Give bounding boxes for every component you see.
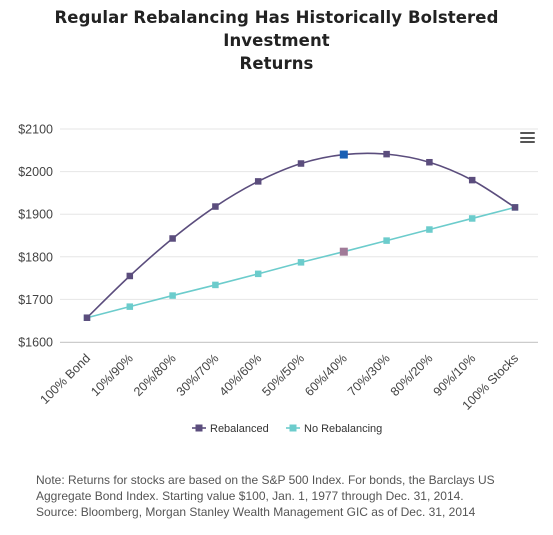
- legend-item-rebalanced[interactable]: Rebalanced: [210, 423, 269, 435]
- legend-marker-rebalanced: [195, 424, 203, 432]
- y-tick-label: $2100: [18, 123, 53, 137]
- legend: Rebalanced No Rebalancing: [192, 423, 382, 435]
- x-tick-label: 10%/90%: [88, 351, 136, 399]
- data-point-no-rebalancing[interactable]: [212, 281, 219, 289]
- data-point-no-rebalancing[interactable]: [254, 270, 262, 278]
- data-point-rebalanced[interactable]: [383, 150, 390, 158]
- data-point-rebalanced[interactable]: [297, 160, 305, 167]
- footnote: Note: Returns for stocks are based on th…: [36, 472, 536, 520]
- data-point-no-rebalancing[interactable]: [126, 303, 134, 310]
- data-point-no-rebalancing[interactable]: [339, 247, 348, 256]
- y-tick-label: $1800: [18, 250, 53, 264]
- data-point-no-rebalancing[interactable]: [297, 259, 305, 266]
- x-tick-label: 70%/30%: [345, 351, 393, 399]
- data-point-rebalanced[interactable]: [83, 314, 91, 321]
- data-point-no-rebalancing[interactable]: [169, 292, 176, 299]
- y-tick-label: $1600: [18, 336, 53, 350]
- data-point-rebalanced[interactable]: [511, 204, 519, 211]
- y-tick-label: $2000: [18, 165, 53, 179]
- line-chart: $1600 $1700 $1800 $1900 $2000 $2100 100% Bond…: [18, 123, 538, 435]
- data-point-no-rebalancing[interactable]: [468, 215, 476, 222]
- hamburger-menu-icon[interactable]: [520, 132, 535, 145]
- footnote-line-3: Source: Bloomberg, Morgan Stanley Wealth…: [36, 505, 476, 519]
- data-point-no-rebalancing[interactable]: [426, 226, 433, 233]
- data-point-no-rebalancing[interactable]: [383, 237, 390, 244]
- x-tick-label: 40%/60%: [217, 351, 265, 399]
- data-point-rebalanced[interactable]: [169, 235, 176, 242]
- footnote-line-2: Aggregate Bond Index. Starting value $10…: [36, 489, 464, 503]
- chart-title-line-2: Returns: [239, 54, 314, 73]
- data-point-rebalanced[interactable]: [468, 176, 476, 184]
- data-point-rebalanced[interactable]: [426, 158, 433, 166]
- legend-item-no-rebalancing[interactable]: No Rebalancing: [304, 423, 382, 435]
- y-tick-label: $1900: [18, 208, 53, 222]
- x-tick-label: 100% Bond: [38, 351, 94, 407]
- y-tick-label: $1700: [18, 293, 53, 307]
- x-tick-label: 80%/20%: [388, 351, 436, 399]
- x-tick-label: 20%/80%: [131, 351, 179, 399]
- series-line-rebalanced: [86, 152, 516, 319]
- footnote-line-1: Note: Returns for stocks are based on th…: [36, 473, 495, 487]
- legend-marker-no-rebalancing: [289, 424, 297, 432]
- x-tick-label: 60%/40%: [302, 351, 350, 399]
- y-axis: $1600 $1700 $1800 $1900 $2000 $2100: [18, 123, 53, 350]
- chart-title-line-1: Regular Rebalancing Has Historically Bol…: [54, 8, 499, 50]
- data-point-rebalanced[interactable]: [212, 203, 219, 210]
- data-point-rebalanced[interactable]: [254, 178, 262, 185]
- chart-title: Regular Rebalancing Has Historically Bol…: [0, 6, 553, 75]
- x-tick-label: 50%/50%: [259, 351, 307, 399]
- series-group: [83, 150, 519, 321]
- x-axis: 100% Bond10%/90%20%/80%30%/70%40%/60%50%…: [38, 342, 538, 413]
- data-point-rebalanced[interactable]: [339, 150, 348, 159]
- x-tick-label: 30%/70%: [174, 351, 222, 399]
- data-point-rebalanced[interactable]: [126, 272, 134, 280]
